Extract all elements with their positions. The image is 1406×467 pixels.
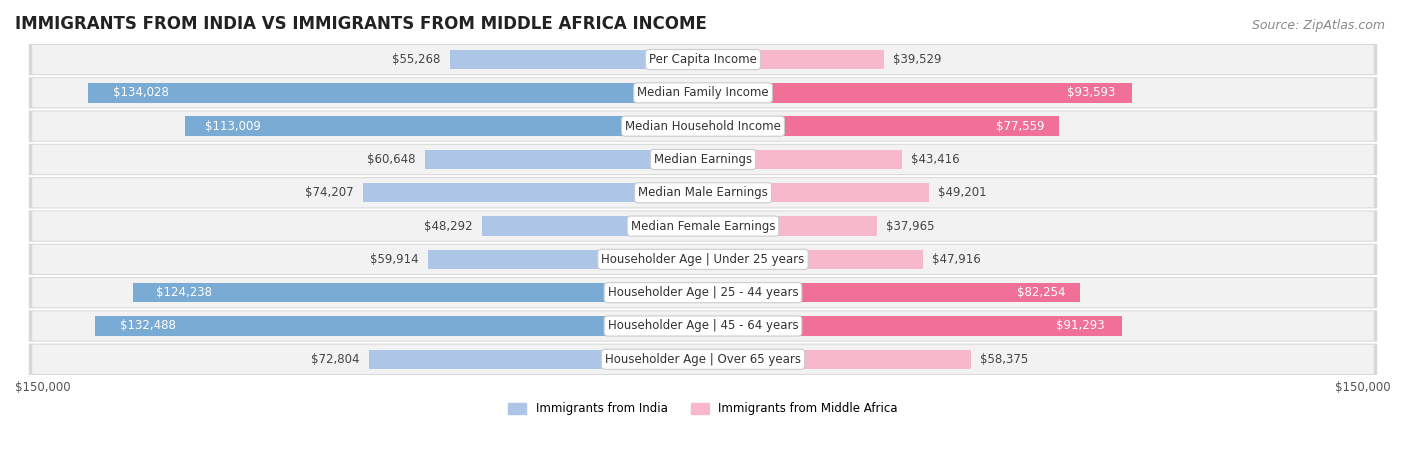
Bar <box>703 316 1122 336</box>
Text: $150,000: $150,000 <box>15 381 70 394</box>
Text: Householder Age | Under 25 years: Householder Age | Under 25 years <box>602 253 804 266</box>
Text: $74,207: $74,207 <box>305 186 353 199</box>
Text: $43,416: $43,416 <box>911 153 960 166</box>
Bar <box>450 50 703 69</box>
Text: $58,375: $58,375 <box>980 353 1028 366</box>
Text: Median Household Income: Median Household Income <box>626 120 780 133</box>
Text: $93,593: $93,593 <box>1067 86 1115 99</box>
Bar <box>481 216 703 236</box>
Text: Householder Age | 45 - 64 years: Householder Age | 45 - 64 years <box>607 319 799 333</box>
FancyBboxPatch shape <box>32 112 1374 141</box>
FancyBboxPatch shape <box>32 311 1374 340</box>
Bar <box>429 250 703 269</box>
Bar <box>703 116 1059 136</box>
Text: Householder Age | 25 - 44 years: Householder Age | 25 - 44 years <box>607 286 799 299</box>
Bar <box>703 350 970 369</box>
Bar <box>703 183 929 202</box>
FancyBboxPatch shape <box>32 178 1374 207</box>
Text: Median Earnings: Median Earnings <box>654 153 752 166</box>
Legend: Immigrants from India, Immigrants from Middle Africa: Immigrants from India, Immigrants from M… <box>503 397 903 420</box>
Text: $48,292: $48,292 <box>423 219 472 233</box>
Bar <box>134 283 703 302</box>
FancyBboxPatch shape <box>28 44 1378 75</box>
FancyBboxPatch shape <box>32 78 1374 107</box>
Bar <box>703 50 884 69</box>
Text: IMMIGRANTS FROM INDIA VS IMMIGRANTS FROM MIDDLE AFRICA INCOME: IMMIGRANTS FROM INDIA VS IMMIGRANTS FROM… <box>15 15 707 33</box>
Text: $113,009: $113,009 <box>205 120 262 133</box>
Bar <box>703 283 1080 302</box>
Text: $134,028: $134,028 <box>112 86 169 99</box>
Text: $91,293: $91,293 <box>1056 319 1105 333</box>
Text: $77,559: $77,559 <box>995 120 1045 133</box>
Text: Householder Age | Over 65 years: Householder Age | Over 65 years <box>605 353 801 366</box>
FancyBboxPatch shape <box>28 211 1378 242</box>
FancyBboxPatch shape <box>28 144 1378 175</box>
Text: $39,529: $39,529 <box>893 53 942 66</box>
Bar <box>363 183 703 202</box>
Text: Per Capita Income: Per Capita Income <box>650 53 756 66</box>
FancyBboxPatch shape <box>32 145 1374 174</box>
Bar <box>184 116 703 136</box>
Text: $132,488: $132,488 <box>120 319 176 333</box>
Bar <box>425 150 703 169</box>
Bar <box>368 350 703 369</box>
Text: $82,254: $82,254 <box>1017 286 1066 299</box>
FancyBboxPatch shape <box>32 345 1374 374</box>
Bar <box>703 150 903 169</box>
Text: $60,648: $60,648 <box>367 153 416 166</box>
FancyBboxPatch shape <box>28 277 1378 308</box>
Text: $37,965: $37,965 <box>886 219 935 233</box>
FancyBboxPatch shape <box>28 111 1378 142</box>
FancyBboxPatch shape <box>32 278 1374 307</box>
Text: $47,916: $47,916 <box>932 253 981 266</box>
Bar <box>703 83 1132 102</box>
Text: Source: ZipAtlas.com: Source: ZipAtlas.com <box>1251 19 1385 32</box>
FancyBboxPatch shape <box>28 177 1378 208</box>
Text: Median Male Earnings: Median Male Earnings <box>638 186 768 199</box>
Text: Median Female Earnings: Median Female Earnings <box>631 219 775 233</box>
Text: $49,201: $49,201 <box>938 186 987 199</box>
FancyBboxPatch shape <box>32 45 1374 74</box>
FancyBboxPatch shape <box>28 244 1378 275</box>
Text: $55,268: $55,268 <box>392 53 440 66</box>
Bar <box>703 216 877 236</box>
Text: $59,914: $59,914 <box>370 253 419 266</box>
Bar <box>89 83 703 102</box>
FancyBboxPatch shape <box>32 245 1374 274</box>
FancyBboxPatch shape <box>28 311 1378 342</box>
FancyBboxPatch shape <box>28 77 1378 108</box>
Bar <box>96 316 703 336</box>
Text: Median Family Income: Median Family Income <box>637 86 769 99</box>
Text: $124,238: $124,238 <box>156 286 212 299</box>
Text: $72,804: $72,804 <box>311 353 360 366</box>
Text: $150,000: $150,000 <box>1336 381 1391 394</box>
FancyBboxPatch shape <box>32 212 1374 241</box>
FancyBboxPatch shape <box>28 344 1378 375</box>
Bar <box>703 250 922 269</box>
